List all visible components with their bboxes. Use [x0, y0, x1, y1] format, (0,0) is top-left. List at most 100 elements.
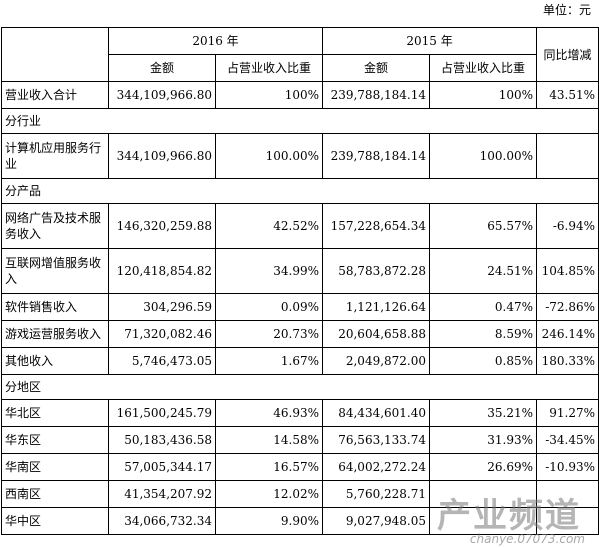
row-amount-2016: 146,320,259.88 — [108, 203, 216, 249]
row-amount-2015: 5,760,228.71 — [322, 480, 431, 508]
row-ratio-2015 — [429, 480, 538, 508]
total-ratio-2016: 100% — [214, 81, 324, 109]
row-amount-2016: 5,746,473.05 — [108, 347, 216, 375]
table-row: 华南区 57,005,344.17 16.57% 64,002,272.24 2… — [1, 453, 599, 481]
row-ratio-2016: 100.00% — [214, 133, 324, 179]
row-ratio-2016: 34.99% — [214, 248, 324, 294]
row-ratio-2015: 35.21% — [429, 399, 538, 427]
row-label: 计算机应用服务行业 — [1, 133, 109, 179]
row-ratio-2015: 65.57% — [429, 203, 538, 249]
row-ratio-2015: 0.47% — [429, 293, 538, 321]
header-amount-2015: 金额 — [322, 54, 431, 82]
row-ratio-2015: 26.69% — [429, 453, 538, 481]
row-amount-2016: 304,296.59 — [108, 293, 216, 321]
row-ratio-2016: 16.57% — [214, 453, 324, 481]
row-amount-2016: 120,418,854.82 — [108, 248, 216, 294]
total-yoy: 43.51% — [536, 81, 599, 109]
row-label: 其他收入 — [1, 347, 109, 375]
row-ratio-2015: 0.85% — [429, 347, 538, 375]
row-ratio-2015: 31.93% — [429, 426, 538, 454]
row-amount-2015: 84,434,601.40 — [322, 399, 431, 427]
row-yoy: 91.27% — [536, 399, 599, 427]
table-row: 游戏运营服务收入 71,320,082.46 20.73% 20,604,658… — [1, 320, 599, 348]
table-row: 软件销售收入 304,296.59 0.09% 1,121,126.64 0.4… — [1, 293, 599, 321]
row-amount-2016: 34,066,732.34 — [108, 507, 216, 535]
header-ratio-2016: 占营业收入比重 — [214, 54, 324, 82]
row-ratio-2016: 1.67% — [214, 347, 324, 375]
row-amount-2015: 76,563,133.74 — [322, 426, 431, 454]
row-yoy: 246.14% — [536, 320, 599, 348]
section-row-region: 分地区 — [0, 374, 599, 400]
table-row: 华中区 34,066,732.34 9.90% 9,027,948.05 — [1, 507, 599, 535]
row-ratio-2015: 100.00% — [429, 133, 538, 179]
table-row: 其他收入 5,746,473.05 1.67% 2,049,872.00 0.8… — [1, 347, 599, 375]
row-label: 互联网增值服务收入 — [1, 248, 109, 294]
header-year-2015: 2015 年 — [322, 27, 538, 55]
row-label: 西南区 — [1, 480, 109, 508]
row-amount-2015: 1,121,126.64 — [322, 293, 431, 321]
row-ratio-2015 — [429, 507, 538, 535]
row-amount-2015: 239,788,184.14 — [322, 133, 431, 179]
row-label: 网络广告及技术服务收入 — [1, 203, 109, 249]
row-amount-2016: 57,005,344.17 — [108, 453, 216, 481]
header-amount-2016: 金额 — [108, 54, 216, 82]
row-label: 华北区 — [1, 399, 109, 427]
row-ratio-2016: 0.09% — [214, 293, 324, 321]
row-amount-2015: 2,049,872.00 — [322, 347, 431, 375]
row-yoy: -10.93% — [536, 453, 599, 481]
table-row: 华东区 50,183,436.58 14.58% 76,563,133.74 3… — [1, 426, 599, 454]
row-ratio-2015: 8.59% — [429, 320, 538, 348]
unit-label: 单位：元 — [542, 3, 591, 17]
header-blank-cell — [1, 27, 109, 82]
row-amount-2016: 71,320,082.46 — [108, 320, 216, 348]
row-ratio-2016: 14.58% — [214, 426, 324, 454]
row-ratio-2016: 46.93% — [214, 399, 324, 427]
row-label: 华东区 — [1, 426, 109, 454]
total-ratio-2015: 100% — [429, 81, 538, 109]
row-yoy: -72.86% — [536, 293, 599, 321]
section-row-product: 分产品 — [0, 178, 599, 204]
section-label-product: 分产品 — [0, 178, 599, 204]
header-yoy-change: 同比增减 — [536, 27, 599, 82]
row-amount-2016: 161,500,245.79 — [108, 399, 216, 427]
total-amount-2015: 239,788,184.14 — [322, 81, 431, 109]
row-yoy: 104.85% — [536, 248, 599, 294]
row-label: 华中区 — [1, 507, 109, 535]
table-row: 西南区 41,354,207.92 12.02% 5,760,228.71 — [1, 480, 599, 508]
row-label: 软件销售收入 — [1, 293, 109, 321]
row-amount-2015: 9,027,948.05 — [322, 507, 431, 535]
row-ratio-2016: 20.73% — [214, 320, 324, 348]
row-ratio-2016: 12.02% — [214, 480, 324, 508]
row-yoy — [536, 133, 599, 179]
row-amount-2015: 64,002,272.24 — [322, 453, 431, 481]
header-ratio-2015: 占营业收入比重 — [429, 54, 538, 82]
row-label: 游戏运营服务收入 — [1, 320, 109, 348]
section-label-region: 分地区 — [0, 374, 599, 400]
row-yoy: -34.45% — [536, 426, 599, 454]
row-yoy — [536, 480, 599, 508]
header-row-columns: 金额 占营业收入比重 金额 占营业收入比重 — [2, 54, 599, 82]
total-label: 营业收入合计 — [1, 81, 109, 109]
row-yoy — [536, 507, 599, 535]
row-amount-2016: 344,109,966.80 — [108, 133, 216, 179]
section-row-industry: 分行业 — [0, 108, 599, 134]
total-row: 营业收入合计 344,109,966.80 100% 239,788,184.1… — [1, 81, 599, 109]
row-yoy: -6.94% — [536, 203, 599, 249]
row-amount-2016: 50,183,436.58 — [108, 426, 216, 454]
header-year-2016: 2016 年 — [107, 27, 324, 55]
total-amount-2016: 344,109,966.80 — [108, 81, 216, 109]
row-ratio-2015: 24.51% — [429, 248, 538, 294]
row-yoy: 180.33% — [536, 347, 599, 375]
row-ratio-2016: 42.52% — [214, 203, 324, 249]
row-amount-2015: 157,228,654.34 — [322, 203, 431, 249]
revenue-table: 2016 年 2015 年 同比增减 金额 占营业收入比重 金额 占营业收入比重… — [0, 27, 599, 535]
revenue-table-body: 2016 年 2015 年 同比增减 金额 占营业收入比重 金额 占营业收入比重… — [0, 27, 599, 535]
header-row-years: 2016 年 2015 年 同比增减 — [1, 27, 599, 82]
row-amount-2015: 58,783,872.28 — [322, 248, 431, 294]
row-ratio-2016: 9.90% — [214, 507, 324, 535]
section-label-industry: 分行业 — [0, 108, 599, 134]
row-amount-2015: 20,604,658.88 — [322, 320, 431, 348]
table-row: 华北区 161,500,245.79 46.93% 84,434,601.40 … — [1, 399, 599, 427]
row-amount-2016: 41,354,207.92 — [108, 480, 216, 508]
table-row: 计算机应用服务行业 344,109,966.80 100.00% 239,788… — [1, 133, 599, 179]
